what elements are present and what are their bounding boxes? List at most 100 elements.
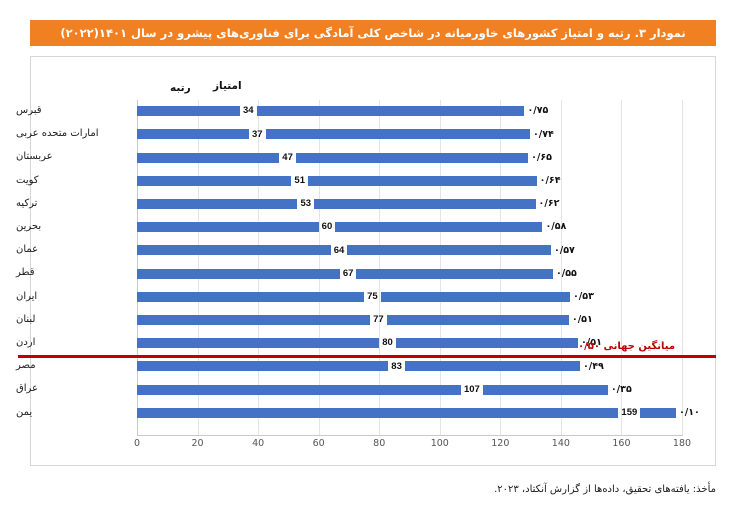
score-bar[interactable] — [347, 245, 551, 256]
score-value-label: ۰/۷۵ — [527, 105, 549, 117]
score-bar[interactable] — [307, 175, 537, 186]
bar-group: 107 ۰/۳۵ — [137, 378, 635, 400]
rank-value-label: 53 — [300, 198, 312, 210]
score-value-label: ۰/۴۹ — [582, 360, 604, 372]
bar-group: 67 ۰/۵۵ — [137, 262, 580, 284]
bar-group: 34 ۰/۷۵ — [137, 100, 551, 122]
rank-bar[interactable] — [137, 361, 389, 372]
country-label: عمان — [16, 244, 39, 256]
country-label: امارات متحده عربی — [16, 128, 99, 140]
score-value-label: ۰/۵۵ — [555, 267, 577, 279]
rank-value-label: 77 — [373, 314, 384, 326]
x-tick-label-60: 60 — [312, 438, 325, 449]
score-bar[interactable] — [482, 384, 608, 395]
score-bar[interactable] — [335, 222, 543, 233]
score-bar[interactable] — [395, 338, 578, 349]
rank-value-label: 75 — [367, 290, 378, 302]
rank-bar[interactable] — [137, 314, 371, 325]
x-tick-label-0: 0 — [133, 438, 141, 449]
gridline-80 — [379, 100, 381, 435]
x-tick-label-20: 20 — [191, 438, 204, 449]
rank-bar[interactable] — [137, 198, 298, 209]
chart-row: ترکیه 53 ۰/۶۲ — [16, 193, 682, 215]
score-value-label: ۰/۵۱ — [571, 314, 593, 326]
bar-group: 47 ۰/۶۵ — [137, 146, 555, 168]
rank-bar[interactable] — [137, 384, 461, 395]
rank-value-label: 34 — [242, 105, 254, 117]
rank-value-label: 80 — [382, 337, 393, 349]
rank-bar[interactable] — [137, 106, 240, 117]
rank-value-label: 67 — [342, 267, 354, 279]
country-label: عراق — [16, 383, 39, 395]
rank-bar[interactable] — [137, 268, 340, 279]
column-header-score: امتیاز — [213, 80, 242, 92]
rank-bar[interactable] — [137, 407, 619, 418]
rank-bar[interactable] — [137, 222, 319, 233]
chart-row: لبنان 77 ۰/۵۱ — [16, 309, 682, 331]
x-tick-label-140: 140 — [551, 438, 570, 449]
country-label: مصر — [16, 360, 36, 372]
rank-bar[interactable] — [137, 338, 380, 349]
rank-value-label: 37 — [252, 128, 263, 140]
gridline-120 — [500, 100, 502, 435]
country-label: لبنان — [16, 313, 36, 325]
rank-value-label: 47 — [282, 151, 293, 163]
rank-bar[interactable] — [137, 245, 331, 256]
score-bar[interactable] — [404, 361, 580, 372]
score-bar[interactable] — [386, 314, 569, 325]
score-bar[interactable] — [295, 152, 529, 163]
rank-bar[interactable] — [137, 129, 250, 140]
rank-bar[interactable] — [137, 152, 280, 163]
plot-area: قبرس 34 ۰/۷۵ امارات متحده عربی 37 ۰/۷۴ عربستان… — [16, 100, 700, 435]
bar-group: 83 ۰/۴۹ — [137, 355, 607, 377]
gridline-160 — [621, 100, 623, 435]
bar-group: 60 ۰/۵۸ — [137, 216, 569, 238]
x-tick-label-120: 120 — [491, 438, 510, 449]
chart-row: ایران 75 ۰/۵۳ — [16, 286, 682, 308]
bar-group: 75 ۰/۵۳ — [137, 286, 597, 308]
chart-row: امارات متحده عربی 37 ۰/۷۴ — [16, 123, 682, 145]
rank-value-label: 159 — [621, 406, 638, 418]
country-label: قبرس — [16, 105, 42, 116]
score-value-label: ۰/۷۴ — [532, 128, 554, 140]
column-header-rank: رتبه — [170, 82, 191, 94]
score-value-label: ۰/۶۵ — [531, 151, 552, 163]
score-bar[interactable] — [640, 407, 676, 418]
chart-row: عراق 107 ۰/۳۵ — [16, 378, 682, 400]
country-label: کویت — [16, 174, 39, 186]
score-bar[interactable] — [256, 106, 525, 117]
x-axis-line — [137, 435, 683, 436]
country-label: ایران — [16, 290, 38, 302]
rank-bar[interactable] — [137, 291, 365, 302]
score-bar[interactable] — [265, 129, 530, 140]
score-value-label: ۰/۶۴ — [539, 174, 561, 186]
score-value-label: ۰/۵۳ — [573, 290, 594, 302]
country-label: عربستان — [16, 151, 53, 163]
x-tick-label-40: 40 — [252, 438, 265, 449]
country-label: ترکیه — [16, 197, 38, 209]
global-average-line — [18, 355, 716, 358]
chart-row: بحرین 60 ۰/۵۸ — [16, 216, 682, 238]
bar-group: 37 ۰/۷۴ — [137, 123, 557, 145]
bar-group: 80 ۰/۵۱ — [137, 332, 605, 354]
score-value-label: ۰/۵۸ — [545, 221, 567, 233]
chart-row: قبرس 34 ۰/۷۵ — [16, 100, 682, 122]
x-tick-label-160: 160 — [612, 438, 631, 449]
rank-value-label: 51 — [294, 174, 305, 186]
chart-row: عمان 64 ۰/۵۷ — [16, 239, 682, 261]
score-bar[interactable] — [380, 291, 570, 302]
bar-group: 51 ۰/۶۴ — [137, 170, 564, 192]
bar-group: 77 ۰/۵۱ — [137, 309, 596, 331]
score-bar[interactable] — [356, 268, 553, 279]
rank-value-label: 64 — [333, 244, 345, 256]
score-value-label: ۰/۱۰ — [678, 406, 700, 418]
bar-group: 53 ۰/۶۲ — [137, 193, 562, 215]
rank-value-label: 107 — [463, 383, 480, 395]
source-note: مأخذ: یافته‌های تحقیق، داده‌ها از گزارش … — [494, 484, 716, 495]
country-label: قطر — [16, 267, 35, 279]
rank-bar[interactable] — [137, 175, 292, 186]
score-bar[interactable] — [314, 198, 536, 209]
country-label: بحرین — [16, 221, 42, 232]
gridline-140 — [560, 100, 562, 435]
score-value-label: ۰/۵۱ — [581, 337, 602, 349]
